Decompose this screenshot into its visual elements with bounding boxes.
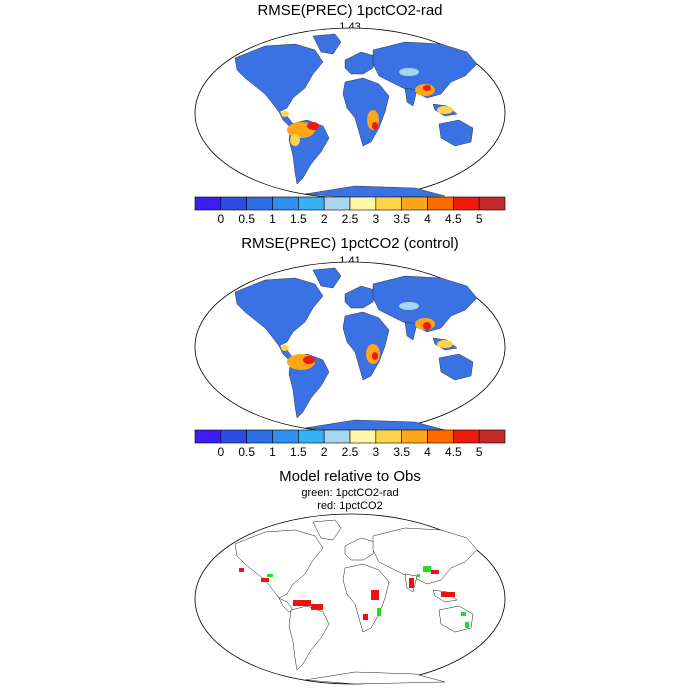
- colorbar-tick-label: 1: [269, 445, 276, 459]
- rmse-hotspots: [281, 68, 453, 146]
- colorbar-swatch: [194, 196, 222, 211]
- colorbar-swatch: [194, 429, 222, 444]
- colorbar-tick-label: 2.5: [341, 445, 359, 459]
- colorbar-swatch: [349, 196, 377, 211]
- colorbar-swatch: [349, 429, 377, 444]
- colorbar-tick-label: 3.5: [393, 445, 410, 459]
- colorbar-tick-label: 4.5: [444, 445, 462, 459]
- colorbar-swatch: [478, 429, 506, 444]
- colorbar-tick-label: 0.5: [238, 212, 255, 226]
- colorbar-tick-label: 4.5: [444, 212, 462, 226]
- colorbar-swatch: [401, 429, 428, 444]
- map-panel-2: [194, 261, 506, 433]
- colorbar-swatch: [246, 429, 273, 444]
- colorbar-tick-label: 4: [424, 445, 431, 459]
- map-panel-1: [194, 27, 506, 199]
- colorbar-swatch: [246, 196, 273, 211]
- rmse-hotspots: [281, 302, 453, 370]
- colorbar-swatch: [298, 196, 325, 211]
- comparison-cells: [239, 566, 469, 628]
- colorbar-tick-label: 1.5: [289, 445, 307, 459]
- panel3-legend-rad: green: 1pctCO2-rad: [301, 487, 399, 499]
- colorbar-swatch: [427, 429, 454, 444]
- colorbar-tick-label: 5: [475, 212, 483, 226]
- colorbar-tick-label: 3.5: [393, 212, 410, 226]
- map-panel-3: [194, 513, 506, 685]
- colorbar-tick-label: 1.5: [289, 212, 307, 226]
- colorbar-tick-label: 2.5: [341, 212, 359, 226]
- colorbar-swatch: [323, 429, 351, 444]
- colorbar-swatch: [375, 429, 402, 444]
- colorbar-tick-label: 3: [372, 445, 380, 459]
- colorbar-tick-label: 0.5: [238, 445, 255, 459]
- colorbar-tick-label: 5: [475, 445, 483, 459]
- colorbar-swatch: [220, 429, 247, 444]
- colorbar-tick-label: 0: [217, 445, 225, 459]
- colorbar-swatch: [453, 196, 480, 211]
- colorbar-swatch: [298, 429, 325, 444]
- colorbar-tick-label: 1: [269, 212, 276, 226]
- colorbar-swatch: [427, 196, 454, 211]
- panel3-legend-control: red: 1pctCO2: [317, 500, 383, 512]
- colorbar-tick-label: 2: [320, 445, 328, 459]
- colorbar-tick-label: 3: [372, 212, 380, 226]
- colorbar-swatch: [220, 196, 247, 211]
- colorbar-swatch: [453, 429, 480, 444]
- colorbar-tick-label: 4: [424, 212, 431, 226]
- panel1-title: RMSE(PREC) 1pctCO2-rad: [257, 2, 443, 19]
- panel2-title: RMSE(PREC) 1pctCO2 (control): [241, 235, 459, 252]
- colorbar-swatch: [272, 196, 299, 211]
- colorbar-1: [194, 196, 506, 211]
- colorbar-swatch: [401, 196, 428, 211]
- colorbar-swatch: [323, 196, 351, 211]
- colorbar-tick-label: 2: [320, 212, 328, 226]
- colorbar-swatch: [478, 196, 506, 211]
- panel3-title: Model relative to Obs: [279, 468, 421, 485]
- colorbar-tick-label: 0: [217, 212, 225, 226]
- colorbar-swatch: [375, 196, 402, 211]
- colorbar-swatch: [272, 429, 299, 444]
- colorbar-2: [194, 429, 506, 444]
